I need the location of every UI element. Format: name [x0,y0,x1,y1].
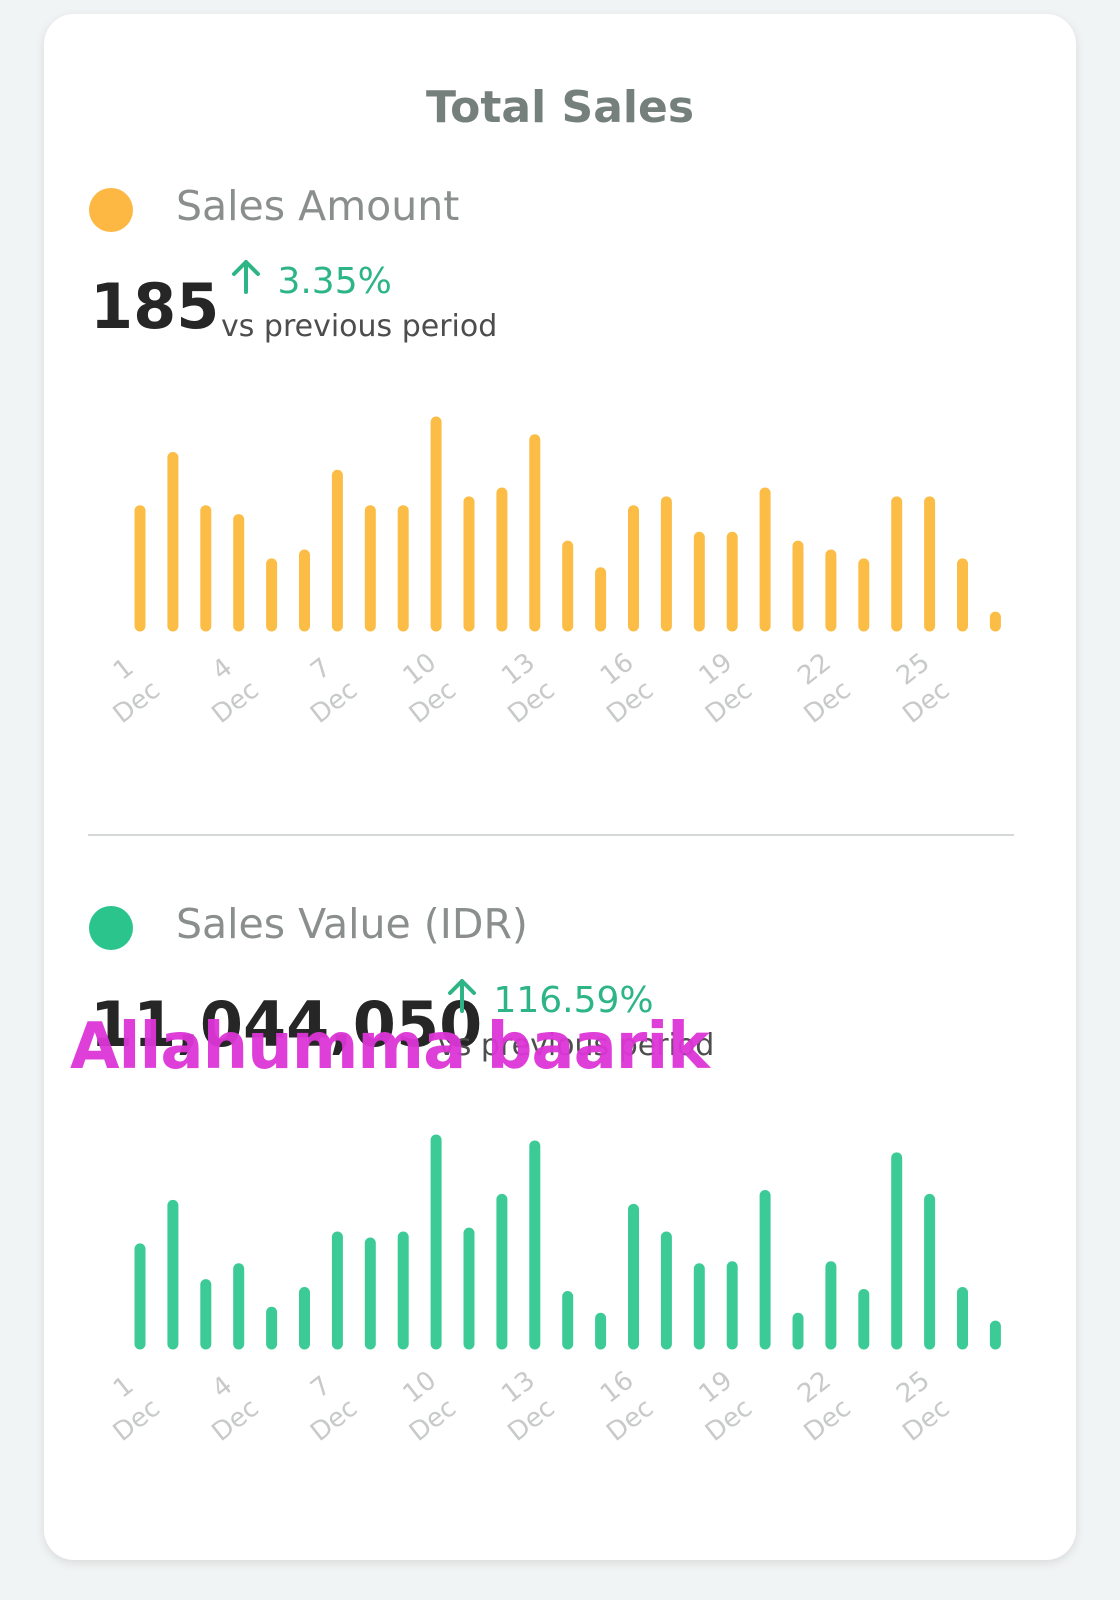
sales-amount-comparison: vs previous period [221,309,498,344]
card-title: Total Sales [425,82,695,133]
total-sales-card: Total Sales Sales Amount 185 3.35% vs pr… [44,14,1076,1560]
sales-amount-tick-label: 19Dec [679,647,759,729]
sales-value-tick-label: 25Dec [876,1365,956,1447]
sales-value-tick-label: 4Dec [185,1366,264,1447]
sales-value-value: 11,044,050 [90,988,483,1061]
overlay-watermark-text: Allahumma baarik [70,1010,710,1084]
sales-amount-tick-label: 22Dec [778,647,858,729]
sales-amount-tick-label: 10Dec [383,647,463,729]
sales-value-tick-label: 16Dec [580,1365,660,1447]
sales-value-comparison: vs previous period [438,1028,715,1063]
sales-value-change: 116.59% [442,975,654,1021]
sales-amount-change: 3.35% [226,256,392,302]
sales-amount-legend-dot [89,188,133,232]
sales-amount-label: Sales Amount [176,182,460,230]
sales-value-change-text: 116.59% [493,980,654,1021]
sales-value-label: Sales Value (IDR) [176,900,528,948]
sales-amount-change-text: 3.35% [277,261,392,302]
sales-value-tick-label: 7Dec [284,1366,363,1447]
sales-amount-tick-label: 1Dec [87,648,166,729]
sales-value-tick-label: 19Dec [679,1365,759,1447]
arrow-up-icon [232,260,260,294]
sales-amount-value: 185 [90,270,220,343]
sales-value-tick-label: 10Dec [383,1365,463,1447]
arrow-up-icon [448,979,476,1013]
sales-value-tick-label: 22Dec [778,1365,858,1447]
sales-amount-tick-label: 4Dec [185,648,264,729]
sales-value-tick-label: 13Dec [482,1365,562,1447]
sales-value-legend-dot [89,906,133,950]
sales-amount-tick-label: 13Dec [482,647,562,729]
sales-value-tick-label: 1Dec [87,1366,166,1447]
sales-amount-tick-label: 7Dec [284,648,363,729]
sales-amount-tick-label: 16Dec [580,647,660,729]
sales-amount-tick-label: 25Dec [876,647,956,729]
section-divider [88,834,1014,836]
